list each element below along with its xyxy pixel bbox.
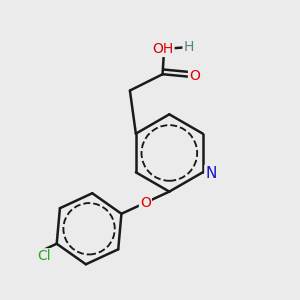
Text: OH: OH: [152, 42, 173, 56]
Text: Cl: Cl: [37, 249, 51, 263]
Text: O: O: [189, 69, 200, 83]
Text: N: N: [206, 166, 217, 181]
Text: H: H: [184, 40, 194, 54]
Text: O: O: [140, 196, 151, 210]
